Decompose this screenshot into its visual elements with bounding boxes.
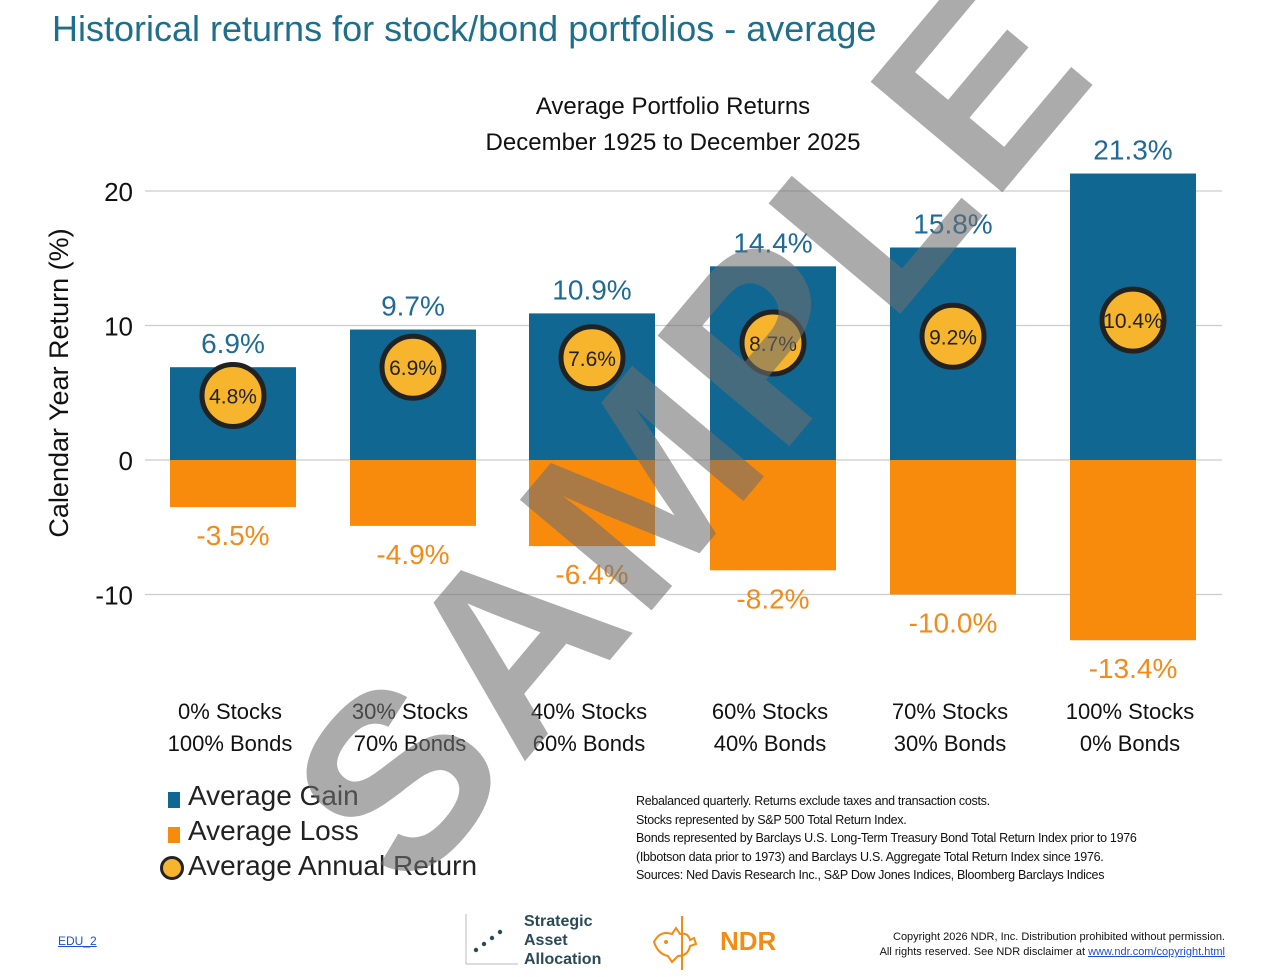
edu-link[interactable]: EDU_2 — [58, 934, 97, 948]
chart: Average Portfolio Returns December 1925 t… — [44, 93, 1222, 756]
strategic-asset-allocation-logo: Strategic Asset Allocation — [464, 912, 624, 972]
data-label-annual-return: 9.2% — [929, 326, 977, 349]
data-label-gain: 15.8% — [913, 208, 992, 239]
copyright-line-2: All rights reserved. See NDR disclaimer … — [880, 945, 1225, 960]
ndr-logo: NDR — [650, 912, 800, 972]
legend-swatch-gain — [168, 792, 180, 808]
copyright: Copyright 2026 NDR, Inc. Distribution pr… — [880, 930, 1225, 960]
data-label-gain: 9.7% — [381, 291, 445, 322]
bar-average-loss — [350, 460, 476, 526]
category-label: 60% Stocks — [712, 699, 828, 724]
data-label-gain: 6.9% — [201, 328, 265, 359]
data-label-annual-return: 6.9% — [389, 357, 437, 380]
copyright-line-1: Copyright 2026 NDR, Inc. Distribution pr… — [893, 931, 1225, 943]
saa-line: Asset — [524, 932, 568, 949]
legend-swatch-loss — [168, 827, 180, 843]
data-label-loss: -3.5% — [196, 520, 269, 551]
y-tick-label: -10 — [95, 581, 133, 611]
legend-label-gain: Average Gain — [188, 780, 359, 811]
saa-line: Allocation — [524, 951, 602, 968]
data-label-annual-return: 8.7% — [749, 333, 797, 356]
category-label: 60% Bonds — [533, 731, 646, 756]
note-line: Sources: Ned Davis Research Inc., S&P Do… — [636, 868, 1105, 882]
data-label-loss: -8.2% — [736, 583, 809, 614]
marker-average-annual-return — [919, 302, 987, 370]
y-tick-label: 10 — [104, 312, 133, 342]
y-axis-label: Calendar Year Return (%) — [44, 228, 74, 537]
legend-swatch-annual-return — [160, 856, 184, 880]
data-label-annual-return: 7.6% — [568, 348, 616, 371]
note-line: (Ibbotson data prior to 1973) and Barcla… — [636, 849, 1104, 864]
category-label: 70% Bonds — [354, 731, 467, 756]
saa-text: Strategic Asset Allocation — [524, 912, 601, 969]
bar-average-loss — [170, 460, 296, 508]
data-label-gain: 10.9% — [552, 274, 631, 305]
marker-average-annual-return — [739, 309, 807, 377]
data-label-loss: -10.0% — [909, 608, 998, 639]
data-label-loss: -6.4% — [555, 559, 628, 590]
note-line: Bonds represented by Barclays U.S. Long-… — [636, 831, 1137, 845]
bar-average-loss — [890, 460, 1016, 595]
category-label: 70% Stocks — [892, 699, 1008, 724]
category-label: 30% Bonds — [894, 731, 1007, 756]
bar-average-loss — [529, 460, 655, 547]
data-label-loss: -13.4% — [1089, 653, 1178, 684]
note-line: Rebalanced quarterly. Returns exclude ta… — [636, 794, 990, 808]
marker-average-annual-return — [379, 333, 447, 401]
category-label: 40% Stocks — [531, 699, 647, 724]
category-label: 100% Bonds — [168, 731, 293, 756]
bull-bear-icon — [652, 916, 698, 970]
category-label: 0% Stocks — [178, 699, 282, 724]
chart-title-line: December 1925 to December 2025 — [486, 129, 861, 156]
note-line: Stocks represented by S&P 500 Total Retu… — [636, 812, 907, 827]
y-tick-label: 20 — [104, 177, 133, 207]
copyright-prefix: All rights reserved. See NDR disclaimer … — [879, 946, 1089, 958]
category-label: 100% Stocks — [1066, 699, 1194, 724]
data-label-gain: 21.3% — [1093, 135, 1172, 166]
data-label-gain: 14.4% — [733, 227, 812, 258]
category-label: 0% Bonds — [1080, 731, 1180, 756]
y-tick-label: 0 — [119, 446, 133, 476]
marker-average-annual-return — [1099, 286, 1167, 354]
marker-average-annual-return — [199, 361, 267, 429]
data-label-annual-return: 10.4% — [1103, 310, 1163, 333]
chart-notes: Rebalanced quarterly. Returns exclude ta… — [636, 792, 1137, 885]
scatter-dots-icon — [465, 914, 518, 965]
bar-average-loss — [1070, 460, 1196, 641]
category-label: 40% Bonds — [714, 731, 827, 756]
marker-average-annual-return — [558, 324, 626, 392]
page-title: Historical returns for stock/bond portfo… — [52, 8, 877, 49]
legend-label-annual-return: Average Annual Return — [188, 850, 478, 881]
ndr-text: NDR — [720, 926, 777, 956]
data-label-loss: -4.9% — [376, 539, 449, 570]
copyright-url-link[interactable]: www.ndr.com/copyright.html — [1088, 946, 1225, 958]
bar-average-loss — [710, 460, 836, 571]
data-label-annual-return: 4.8% — [209, 385, 257, 408]
category-label: 30% Stocks — [352, 699, 468, 724]
legend-label-loss: Average Loss — [188, 815, 359, 846]
chart-title-line: Average Portfolio Returns — [536, 93, 810, 120]
saa-line: Strategic — [524, 913, 593, 930]
